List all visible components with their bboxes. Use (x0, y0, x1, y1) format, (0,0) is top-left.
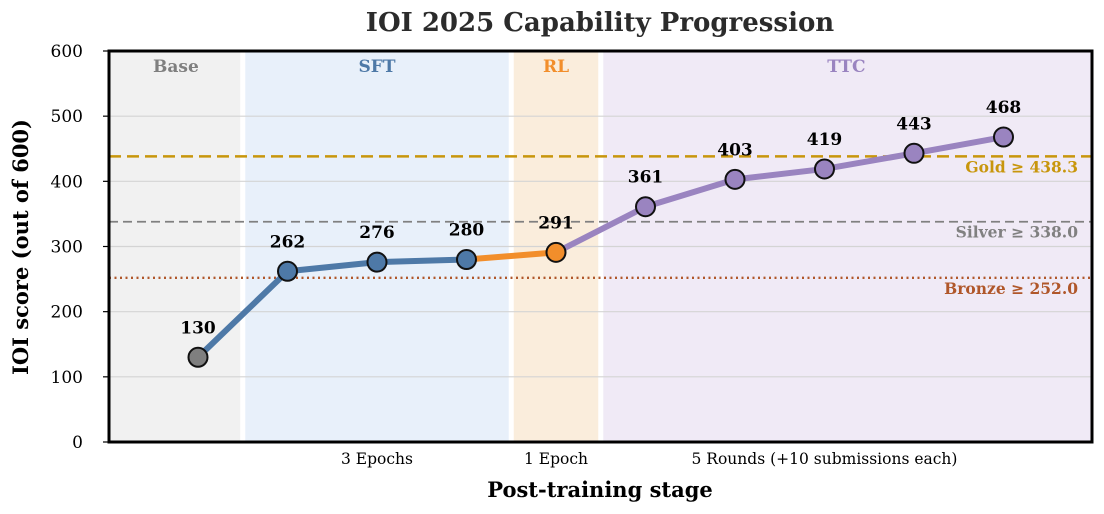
threshold-lines: Gold ≥ 438.3 Silver ≥ 338.0 Bronze ≥ 252.0 (109, 155, 1092, 298)
y-axis-label: IOI score (out of 600) (8, 119, 33, 375)
x-axis-label: Post-training stage (487, 477, 713, 502)
stage-labels: Base SFT RL TTC (153, 57, 866, 77)
data-point (635, 196, 656, 218)
y-tick-label: 200 (51, 303, 83, 323)
value-labels: 130 262 276 280 291 361 403 419 443 468 (180, 98, 1021, 338)
chart-title: IOI 2025 Capability Progression (366, 8, 834, 38)
stage-label-rl: RL (543, 57, 569, 77)
stage-sublabel: 5 Rounds (+10 submissions each) (692, 450, 958, 468)
y-tick-label: 600 (51, 42, 83, 62)
threshold-label: Bronze ≥ 252.0 (944, 279, 1078, 298)
line-segment (284, 259, 380, 275)
data-label: 361 (628, 168, 664, 188)
score-lines (195, 134, 1007, 361)
line-segment (732, 165, 828, 183)
stage-sublabel: 1 Epoch (524, 450, 588, 468)
y-axis-ticks: 0 100 200 300 400 500 600 (51, 42, 109, 453)
data-label: 403 (717, 140, 753, 160)
data-label: 443 (896, 114, 932, 134)
stage-sublabels: 3 Epochs 1 Epoch 5 Rounds (+10 submissions… (341, 450, 957, 468)
data-point (456, 249, 477, 271)
stage-label-ttc: TTC (827, 57, 865, 77)
threshold-label: Gold ≥ 438.3 (965, 157, 1078, 176)
line-segment (821, 150, 917, 172)
data-point (366, 251, 388, 273)
data-label: 276 (359, 223, 395, 243)
line-segment (463, 249, 559, 263)
y-tick-label: 500 (51, 107, 83, 127)
data-point (187, 346, 209, 368)
data-label: 280 (449, 221, 485, 241)
stage-label-base: Base (153, 57, 199, 77)
data-point (724, 168, 746, 190)
data-label: 468 (986, 98, 1022, 118)
line-segment (642, 176, 738, 210)
data-point (814, 158, 835, 180)
data-point (545, 241, 567, 263)
line-segment (374, 256, 470, 266)
y-tick-label: 100 (51, 368, 83, 388)
threshold-label: Silver ≥ 338.0 (956, 223, 1079, 242)
y-tick-label: 400 (51, 172, 83, 192)
data-label: 262 (270, 232, 306, 252)
line-segment (553, 203, 649, 256)
gridlines (109, 115, 1092, 378)
data-label: 419 (807, 130, 843, 150)
data-point (993, 126, 1014, 148)
data-label: 291 (538, 213, 574, 233)
y-tick-label: 300 (51, 238, 83, 258)
y-tick-label: 0 (72, 433, 83, 453)
line-segment (195, 268, 291, 361)
data-point (903, 142, 925, 164)
data-label: 130 (180, 318, 216, 338)
data-point (277, 260, 298, 282)
stage-label-sft: SFT (359, 57, 396, 77)
line-segment (911, 134, 1007, 157)
stage-sublabel: 3 Epochs (341, 450, 413, 468)
score-points (187, 126, 1014, 368)
plot-frame (107, 49, 1094, 444)
